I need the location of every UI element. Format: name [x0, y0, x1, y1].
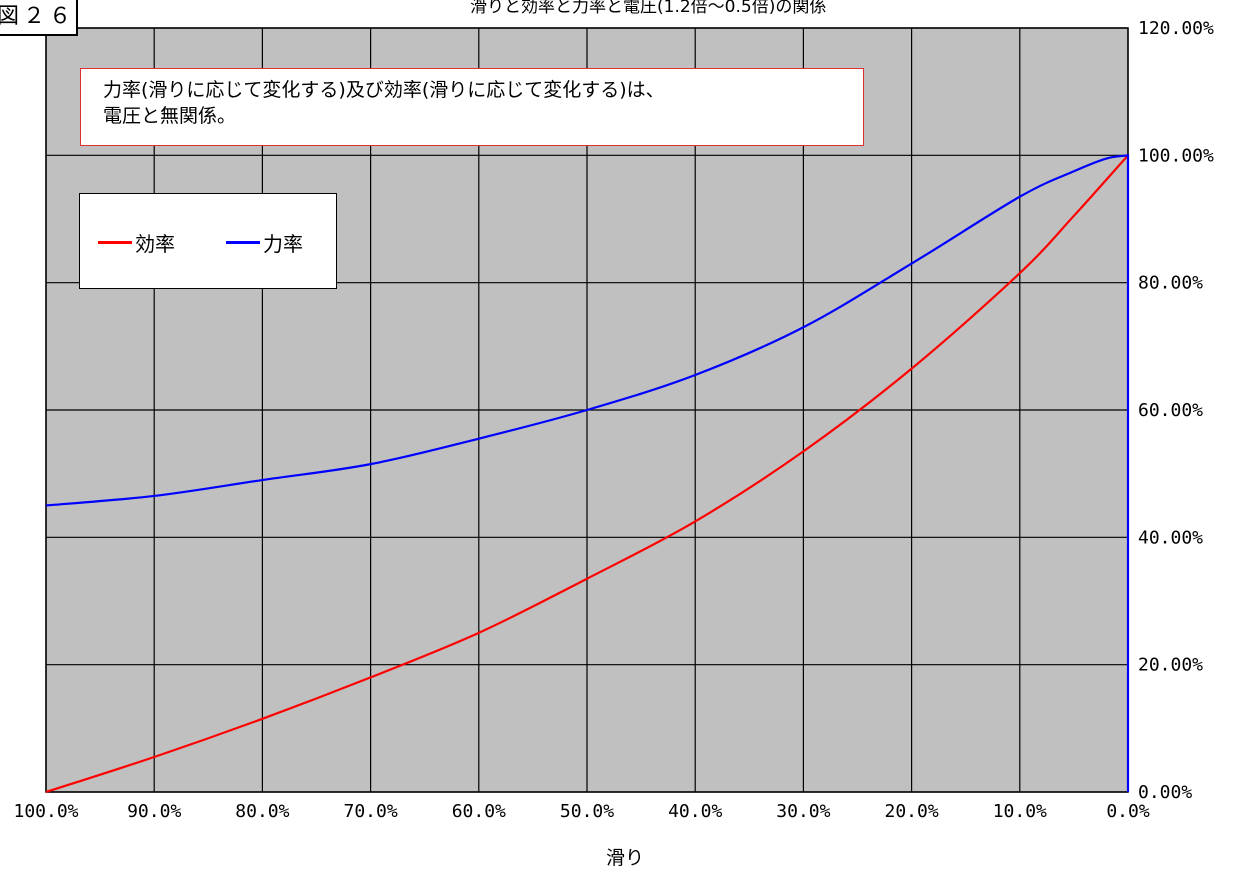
power-factor-line	[45, 154, 1130, 792]
legend-item-power-factor: 力率	[226, 228, 303, 257]
x-tick-label: 50.0%	[560, 801, 614, 822]
x-tick-label: 80.0%	[235, 801, 289, 822]
x-tick-label: 10.0%	[993, 801, 1047, 822]
y-tick-label: 60.00%	[1138, 400, 1203, 421]
legend-label-efficiency: 効率	[135, 232, 175, 256]
x-tick-label: 100.0%	[13, 801, 78, 822]
legend-item-efficiency: 効率	[98, 228, 175, 257]
y-tick-label: 40.00%	[1138, 527, 1203, 548]
figure-label: 図２６	[0, 0, 78, 36]
x-tick-label: 60.0%	[452, 801, 506, 822]
y-tick-label: 0.00%	[1138, 782, 1192, 803]
x-tick-label: 20.0%	[885, 801, 939, 822]
legend-label-power-factor: 力率	[263, 232, 303, 256]
annotation-line-2: 電圧と無関係。	[103, 105, 237, 127]
y-tick-label: 20.00%	[1138, 655, 1203, 676]
y-tick-label: 80.00%	[1138, 273, 1203, 294]
efficiency-line	[45, 154, 1129, 794]
legend-swatch-efficiency	[98, 241, 132, 244]
y-tick-label: 120.00%	[1138, 18, 1214, 39]
y-tick-label: 100.00%	[1138, 145, 1214, 166]
y-tick-labels: 0.00% 20.00% 40.00% 60.00% 80.00% 100.00% 120.…	[1138, 18, 1214, 803]
x-tick-label: 40.0%	[668, 801, 722, 822]
x-axis-label: 滑り	[605, 847, 644, 869]
annotation-box: 力率(滑りに応じて変化する)及び効率(滑りに応じて変化する)は、 電圧と無関係。	[80, 68, 864, 146]
annotation-line-1: 力率(滑りに応じて変化する)及び効率(滑りに応じて変化する)は、	[103, 79, 665, 101]
x-tick-label: 0.0%	[1106, 801, 1150, 822]
x-tick-label: 70.0%	[344, 801, 398, 822]
x-tick-label: 90.0%	[127, 801, 181, 822]
series-lines	[45, 154, 1130, 794]
legend-swatch-power-factor	[226, 241, 260, 244]
chart-title: 滑りと効率と力率と電圧(1.2倍〜0.5倍)の関係	[470, 0, 827, 17]
x-tick-label: 30.0%	[776, 801, 830, 822]
x-tick-labels: 100.0% 90.0% 80.0% 70.0% 60.0% 50.0% 40.0% 30.0…	[13, 801, 1149, 822]
legend: 効率 力率	[79, 193, 337, 289]
